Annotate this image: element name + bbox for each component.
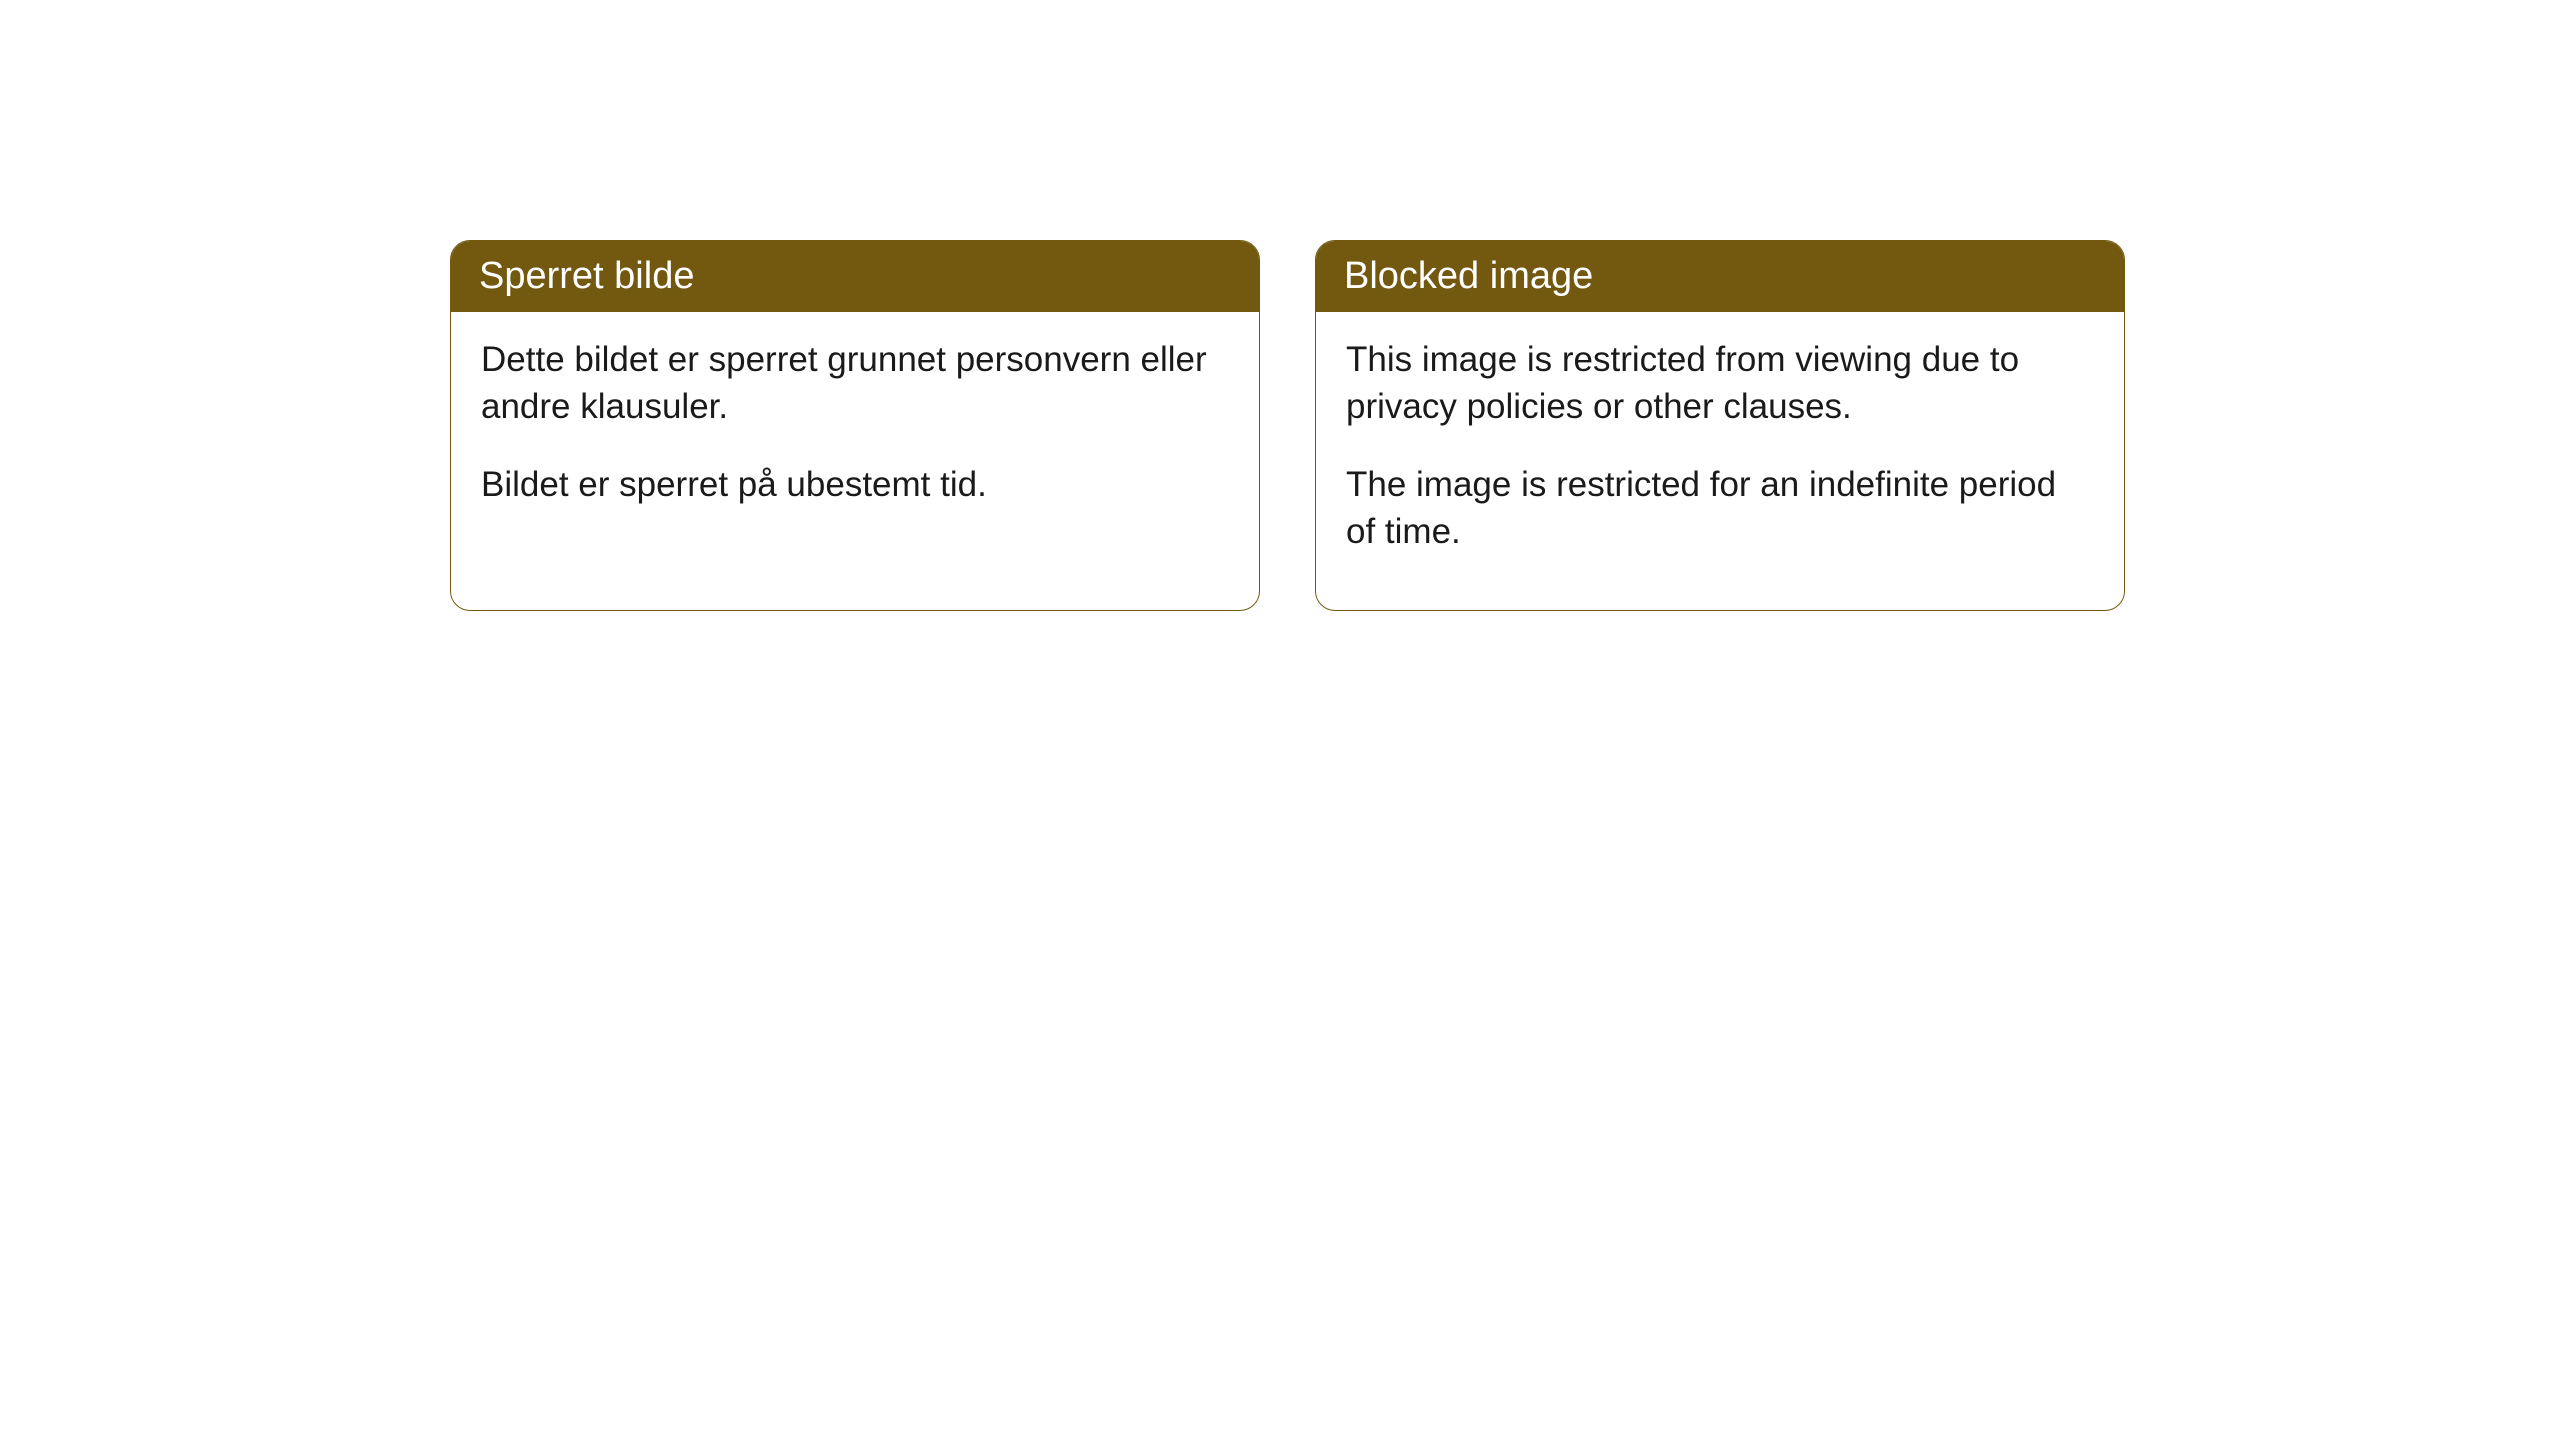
card-english: Blocked image This image is restricted f… <box>1315 240 2125 611</box>
card-header-norwegian: Sperret bilde <box>451 241 1259 312</box>
card-header-english: Blocked image <box>1316 241 2124 312</box>
card-paragraph-1-norwegian: Dette bildet er sperret grunnet personve… <box>481 336 1229 431</box>
card-paragraph-2-english: The image is restricted for an indefinit… <box>1346 461 2094 556</box>
card-paragraph-2-norwegian: Bildet er sperret på ubestemt tid. <box>481 461 1229 508</box>
cards-container: Sperret bilde Dette bildet er sperret gr… <box>450 240 2125 611</box>
card-norwegian: Sperret bilde Dette bildet er sperret gr… <box>450 240 1260 611</box>
card-paragraph-1-english: This image is restricted from viewing du… <box>1346 336 2094 431</box>
card-body-english: This image is restricted from viewing du… <box>1316 312 2124 610</box>
card-body-norwegian: Dette bildet er sperret grunnet personve… <box>451 312 1259 563</box>
